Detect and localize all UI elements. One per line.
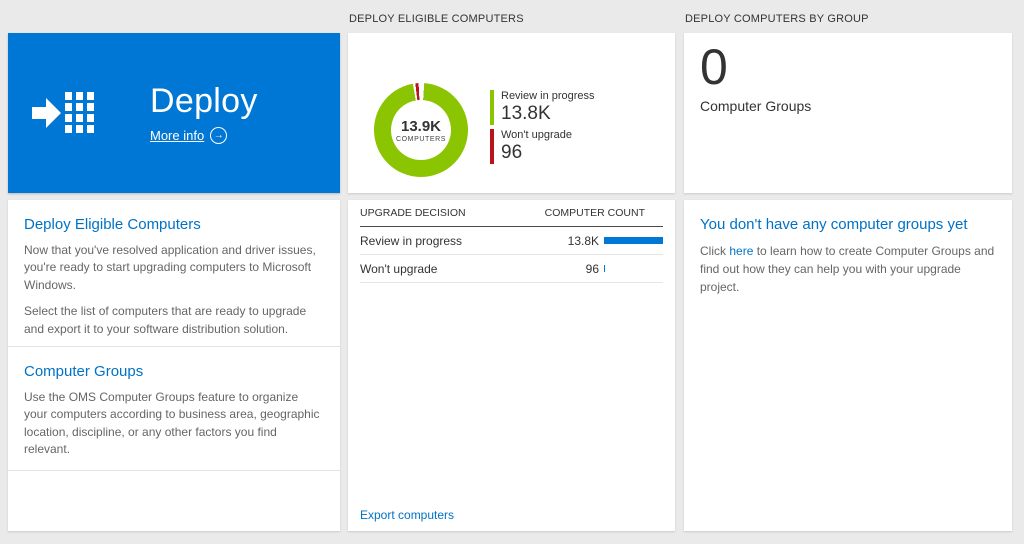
section-deploy-eligible-computers: Deploy Eligible Computers Now that you'v…: [8, 200, 340, 347]
here-link[interactable]: here: [729, 244, 754, 258]
legend-swatch-red: [490, 129, 494, 164]
column-header-upgrade-decision: UPGRADE DECISION: [360, 207, 466, 219]
donut-center-value: 13.9K: [400, 117, 442, 135]
row-value: 13.8K: [567, 233, 599, 248]
legend-label: Won't upgrade: [501, 129, 573, 141]
legend-value: 13.8K: [501, 103, 551, 124]
section-heading-computer-groups: Computer Groups: [24, 363, 144, 380]
row-label: Review in progress: [360, 233, 463, 248]
deploy-description-panel: Deploy Eligible Computers Now that you'v…: [8, 200, 340, 531]
paragraph-text: to learn how to create Computer Groups a…: [700, 244, 995, 294]
computer-groups-count-label: Computer Groups: [700, 97, 812, 114]
table-header-row: UPGRADE DECISION COMPUTER COUNT: [360, 200, 663, 227]
more-info-arrow-icon[interactable]: →: [210, 126, 228, 144]
eligible-computers-chart-tile[interactable]: 13.9K COMPUTERS Review in progress 13.8K…: [348, 33, 675, 193]
upgrade-decision-table-panel: UPGRADE DECISION COMPUTER COUNT Review i…: [348, 200, 675, 531]
column-header-computer-count: COMPUTER COUNT: [544, 207, 645, 219]
deploy-blade-tile[interactable]: Deploy More info →: [8, 33, 340, 193]
no-groups-message-panel: You don't have any computer groups yet C…: [684, 200, 1012, 531]
section-paragraph: Now that you've resolved application and…: [24, 243, 316, 292]
deploy-tile-text: Deploy More info →: [150, 82, 258, 144]
computer-groups-count-tile[interactable]: 0 Computer Groups: [684, 33, 1012, 193]
donut-chart: 13.9K COMPUTERS: [374, 83, 468, 177]
donut-center: 13.9K COMPUTERS: [391, 100, 451, 160]
legend-label: Review in progress: [501, 90, 595, 102]
section-paragraph: Use the OMS Computer Groups feature to o…: [24, 390, 320, 457]
row-label: Won't upgrade: [360, 261, 438, 276]
legend-entry-text: Review in progress 13.8K: [501, 90, 595, 125]
row-bar-cell: [599, 237, 663, 244]
no-groups-heading: You don't have any computer groups yet: [700, 216, 968, 233]
legend-swatch-green: [490, 90, 494, 125]
deploy-icon: [32, 92, 94, 133]
section-paragraph: Select the list of computers that are re…: [24, 304, 307, 336]
table-row-review-in-progress[interactable]: Review in progress 13.8K: [360, 227, 663, 255]
section-heading-deploy-eligible: Deploy Eligible Computers: [24, 216, 201, 233]
column-header-deploy-computers-by-group: DEPLOY COMPUTERS BY GROUP: [685, 13, 869, 25]
legend-entry-review-in-progress: Review in progress 13.8K: [490, 90, 595, 125]
row-bar: [604, 237, 663, 244]
blade-title: Deploy: [150, 82, 258, 121]
export-computers-link[interactable]: Export computers: [360, 508, 455, 522]
paragraph-text: Click: [700, 244, 730, 258]
row-value: 96: [585, 261, 599, 276]
no-groups-paragraph: Click here to learn how to create Comput…: [700, 242, 996, 296]
row-bar: [604, 265, 606, 272]
legend-entry-wont-upgrade: Won't upgrade 96: [490, 129, 595, 164]
legend-entry-text: Won't upgrade 96: [501, 129, 572, 164]
more-info-link[interactable]: More info: [150, 127, 205, 143]
more-info-row: More info →: [150, 126, 258, 144]
section-computer-groups: Computer Groups Use the OMS Computer Gro…: [8, 347, 340, 471]
row-bar-cell: [599, 265, 663, 272]
donut-center-label: COMPUTERS: [395, 135, 447, 143]
column-header-deploy-eligible-computers: DEPLOY ELIGIBLE COMPUTERS: [349, 13, 524, 25]
table-row-wont-upgrade[interactable]: Won't upgrade 96: [360, 255, 663, 283]
chart-legend: Review in progress 13.8K Won't upgrade 9…: [490, 90, 595, 168]
computer-groups-count: 0: [700, 39, 728, 95]
legend-value: 96: [501, 142, 523, 163]
